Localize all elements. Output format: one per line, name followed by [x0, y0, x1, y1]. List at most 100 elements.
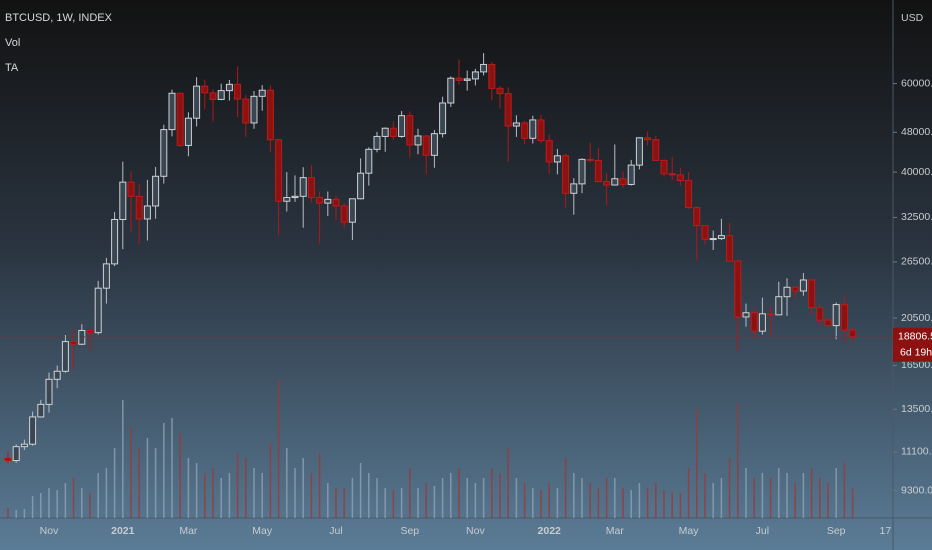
candle-body [480, 63, 488, 73]
volume-bar [597, 488, 600, 518]
y-tick-label: 26500.00 [901, 256, 932, 268]
candle-body [176, 92, 184, 146]
candle-body [53, 370, 61, 380]
volume-bar [277, 380, 280, 518]
candle-body [209, 92, 217, 100]
candle-body [381, 127, 389, 137]
candle-body [217, 90, 225, 100]
volume-bar [269, 443, 272, 518]
volume-bar [245, 458, 247, 518]
price-tag-value: 18806.51 [898, 331, 932, 343]
volume-bar [122, 400, 124, 518]
candle-body [521, 122, 529, 139]
volume-bar [72, 478, 75, 518]
candle-body [463, 78, 471, 81]
volume-bar [400, 488, 403, 518]
y-tick-label: 40000.00 [901, 166, 932, 178]
volume-bar [712, 483, 714, 518]
volume-bar [482, 478, 485, 518]
candle-body [603, 181, 611, 186]
volume-bar [318, 453, 321, 518]
volume-bar [212, 468, 214, 518]
candle-body [340, 205, 348, 223]
y-tick-label: 20500.00 [901, 312, 932, 324]
candle-body [143, 205, 151, 220]
volume-bar [523, 483, 526, 518]
candle-body [816, 307, 824, 321]
candle-body [37, 403, 45, 418]
candle-body [832, 304, 840, 327]
x-tick-label: Nov [40, 525, 59, 537]
volume-bar [737, 403, 739, 518]
candle-body [258, 89, 266, 97]
candle-body [324, 198, 332, 204]
volume-bar [827, 483, 829, 518]
candle-body [594, 159, 602, 183]
candle-body [168, 92, 176, 131]
volume-bar [786, 473, 788, 518]
volume-bar [310, 473, 313, 518]
price-tag [893, 327, 932, 362]
volume-bar [794, 483, 796, 518]
volume-bar [302, 458, 304, 518]
candle-body [430, 133, 438, 156]
volume-bar [450, 473, 452, 518]
candle-body [316, 197, 324, 204]
y-axis-label: USD [901, 12, 924, 24]
candle-body [447, 77, 455, 104]
y-tick-label: 16500.00 [901, 359, 932, 371]
candle-body [184, 117, 192, 146]
candle-body [29, 416, 37, 445]
x-tick-label: Mar [179, 525, 198, 537]
volume-bar [7, 508, 9, 518]
volume-bar [56, 490, 58, 518]
volume-bar [769, 478, 772, 518]
candle-body [496, 87, 504, 95]
candle-body [291, 195, 299, 199]
volume-bar [696, 408, 698, 518]
candle-body [127, 181, 135, 197]
volume-bar [589, 483, 591, 518]
volume-bar [384, 488, 386, 518]
candle-body [94, 287, 102, 334]
candle-body [152, 175, 160, 207]
candle-body [86, 329, 94, 334]
candle-body [20, 443, 28, 448]
candle-body [799, 279, 807, 292]
candle-body [488, 63, 496, 89]
candle-body [201, 85, 209, 94]
volume-bar [441, 478, 444, 518]
candle-body [660, 159, 668, 175]
volume-bar [113, 448, 116, 518]
volume-bar [671, 492, 673, 518]
volume-bar [368, 473, 370, 518]
volume-bar [540, 490, 542, 518]
candle-body [586, 158, 594, 161]
candle-body [742, 312, 750, 318]
volume-bar [622, 488, 624, 518]
volume-bar [31, 496, 34, 518]
candle-body [644, 137, 652, 141]
volume-bar [146, 438, 149, 518]
volume-bar [491, 468, 493, 518]
volume-bar [335, 488, 337, 518]
volume-bar [778, 468, 780, 518]
volume-bar [655, 483, 657, 518]
y-tick-label: 11100.00 [901, 446, 932, 458]
candle-body [849, 329, 857, 338]
candle-body [119, 181, 127, 221]
volume-bar [359, 463, 362, 518]
volume-bar [835, 468, 837, 518]
candle-body [791, 286, 799, 292]
x-tick-label: Jul [329, 525, 342, 537]
volume-bar [843, 463, 846, 518]
volume-bar [48, 488, 50, 518]
candle-body [160, 129, 168, 177]
volume-bar [228, 473, 231, 518]
y-tick-label: 60000.00 [901, 77, 932, 89]
candle-body [307, 177, 315, 199]
candle-body [250, 95, 258, 124]
axis-layer: 9300.00 11100.00 13500.00 16500.00 20500.00 2… [40, 77, 932, 537]
volume-bar [409, 468, 411, 518]
volume-bar [40, 493, 42, 518]
